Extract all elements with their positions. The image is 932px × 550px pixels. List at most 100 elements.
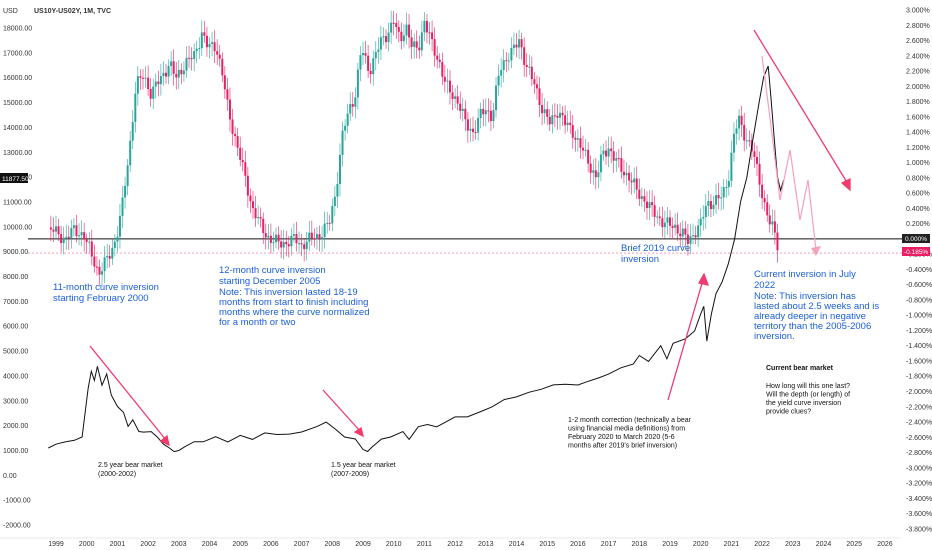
x-tick-label: 2015	[539, 541, 555, 548]
right-tick-label: 0.400%	[906, 206, 930, 213]
candle-body	[587, 149, 590, 164]
x-tick-label: 2006	[263, 541, 279, 548]
candle-body	[597, 172, 600, 178]
candle-body	[405, 24, 408, 36]
candle-body	[344, 125, 347, 131]
candle-body	[658, 216, 661, 219]
left-tick-label: -2000.00	[3, 523, 31, 530]
candle-body	[535, 84, 538, 89]
arrow-2000-bear-head	[159, 434, 170, 447]
candle-body	[466, 119, 469, 131]
candle-body	[211, 42, 214, 44]
candle-body	[85, 239, 88, 242]
candle-body	[75, 225, 78, 237]
candle-body	[686, 234, 689, 244]
candle-body	[139, 76, 142, 78]
right-tick-label: -3.800%	[906, 526, 932, 533]
right-tick-label: -2.800%	[906, 450, 932, 457]
candle-body	[129, 140, 132, 166]
candle-body	[244, 162, 247, 176]
right-tick-label: 1.000%	[906, 160, 930, 167]
candle-body	[768, 215, 771, 225]
candle-body	[438, 59, 441, 62]
candle-body	[712, 204, 715, 210]
candle-body	[149, 89, 152, 99]
annotation-2005-inversion: 12-month curve inversion starting Decemb…	[219, 265, 372, 328]
zero-badge	[902, 234, 930, 243]
candle-body	[431, 32, 434, 40]
candle-body	[159, 76, 162, 85]
arrow-2020-correction	[667, 279, 704, 401]
left-tick-label: 15000.00	[3, 100, 32, 107]
candle-body	[674, 224, 677, 228]
arrow-2000-bear	[89, 345, 167, 441]
candle-body	[635, 178, 638, 190]
candle-body	[484, 110, 487, 115]
candle-body	[725, 187, 728, 189]
candle-body	[377, 49, 380, 52]
candle-body	[605, 150, 608, 157]
candle-body	[372, 58, 375, 75]
candle-body	[236, 136, 239, 148]
left-tick-label: 4000.00	[3, 373, 28, 380]
candle-body	[369, 70, 372, 75]
candle-body	[374, 51, 377, 59]
candle-body	[515, 44, 518, 48]
candle-body	[459, 103, 462, 111]
candle-body	[512, 44, 515, 48]
candle-body	[441, 61, 444, 77]
candle-body	[630, 180, 633, 183]
candle-body	[451, 92, 454, 99]
candle-body	[134, 93, 137, 123]
x-tick-label: 2018	[632, 541, 648, 548]
candle-body	[303, 244, 306, 250]
candle-body	[124, 186, 127, 198]
candle-body	[461, 108, 464, 111]
right-tick-label: -3.400%	[906, 496, 932, 503]
right-tick-label: 2.200%	[906, 69, 930, 76]
candle-body	[313, 238, 316, 240]
candle-body	[193, 51, 196, 59]
candle-body	[269, 235, 272, 243]
candle-body	[241, 159, 244, 163]
candle-body	[349, 104, 352, 114]
projection-lines	[761, 55, 821, 256]
candle-body	[251, 201, 254, 209]
candle-body	[543, 109, 546, 114]
candle-body	[185, 57, 188, 71]
candle-body	[180, 69, 183, 75]
candle-body	[246, 175, 249, 196]
candle-body	[607, 148, 610, 157]
right-tick-label: -3.600%	[906, 511, 932, 518]
right-tick-label: 1.600%	[906, 114, 930, 121]
right-tick-label: -0.800%	[906, 297, 932, 304]
right-tick-label: 2.000%	[906, 84, 930, 91]
candle-body	[702, 217, 705, 219]
candle-body	[285, 241, 288, 245]
x-tick-label: 2020	[693, 541, 709, 548]
candle-body	[651, 202, 654, 206]
candle-body	[338, 154, 341, 185]
candle-body	[300, 243, 303, 245]
candle-body	[249, 195, 252, 202]
candle-body	[538, 88, 541, 106]
candle-body	[502, 60, 505, 71]
candle-body	[640, 196, 643, 199]
candle-body	[72, 225, 75, 229]
candle-body	[697, 225, 700, 238]
candle-body	[528, 66, 531, 68]
candle-body	[507, 60, 510, 62]
candle-body	[579, 138, 582, 148]
candle-body	[382, 36, 385, 38]
candle-body	[602, 150, 605, 155]
x-tick-label: 2008	[325, 541, 341, 548]
candle-body	[661, 218, 664, 228]
x-tick-label: 2009	[355, 541, 371, 548]
candle-body	[121, 197, 124, 216]
candle-body	[267, 235, 270, 238]
left-tick-label: 11000.00	[3, 199, 32, 206]
candle-body	[359, 55, 362, 70]
arrow-2020-correction-head	[698, 272, 710, 286]
x-axis: 1999 2000 2001 2002 2003 2004 2005 2006 2007 2008…	[0, 537, 900, 548]
candle-body	[200, 32, 203, 49]
